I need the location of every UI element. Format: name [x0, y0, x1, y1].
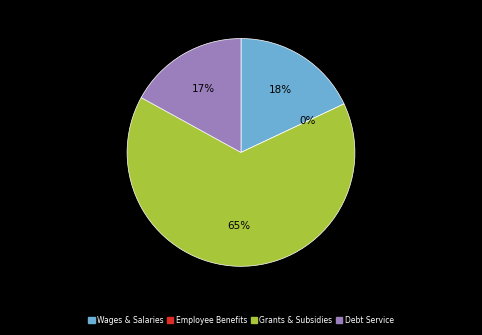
Text: 17%: 17% — [192, 84, 215, 94]
Wedge shape — [127, 97, 355, 266]
Text: 18%: 18% — [269, 85, 292, 95]
Wedge shape — [241, 39, 344, 152]
Wedge shape — [141, 39, 241, 152]
Legend: Wages & Salaries, Employee Benefits, Grants & Subsidies, Debt Service: Wages & Salaries, Employee Benefits, Gra… — [85, 313, 397, 328]
Wedge shape — [241, 104, 344, 152]
Text: 65%: 65% — [227, 221, 250, 231]
Text: 0%: 0% — [300, 116, 316, 126]
